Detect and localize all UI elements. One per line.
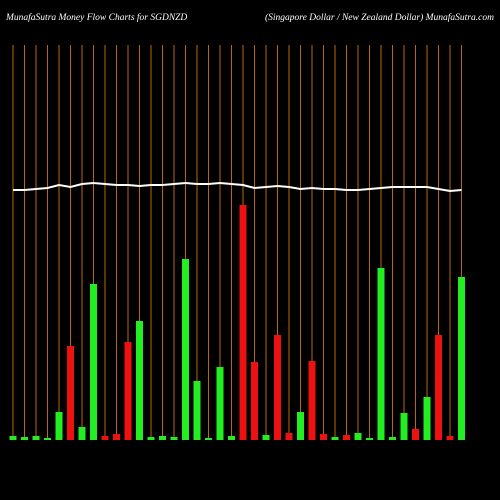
bar [78, 427, 86, 440]
chart-title: MunafaSutra Money Flow Charts for SGDNZD [5, 12, 187, 23]
bar [228, 436, 235, 440]
bar [446, 436, 454, 440]
bar [124, 342, 132, 440]
bar [55, 412, 63, 440]
bar [412, 429, 419, 440]
chart-subtitle: (Singapore Dollar / New Zealand Dollar) … [265, 12, 494, 23]
bar [274, 335, 281, 440]
bar [182, 259, 189, 440]
bar [297, 412, 304, 440]
bar [285, 433, 293, 440]
bar [136, 321, 143, 440]
bar [193, 381, 201, 440]
bar [458, 277, 465, 440]
bar [251, 362, 258, 440]
bar [308, 361, 316, 440]
bar [101, 436, 109, 440]
bar [67, 346, 74, 440]
bar [377, 268, 385, 440]
bar [331, 437, 339, 440]
bar [9, 436, 17, 440]
bar [239, 205, 247, 440]
bar [205, 438, 212, 440]
bar [170, 437, 178, 440]
bar [21, 437, 28, 440]
line [13, 181, 462, 193]
bar [354, 433, 362, 440]
bar [147, 437, 155, 440]
bar [389, 437, 396, 440]
bar [435, 335, 442, 440]
bar [423, 397, 431, 440]
bar [320, 434, 327, 440]
bar [113, 434, 120, 440]
bar [400, 413, 408, 440]
bar [90, 284, 97, 440]
bar [159, 436, 166, 440]
bar [32, 436, 40, 440]
bar [44, 438, 51, 440]
bar [343, 435, 350, 440]
bar [216, 367, 224, 440]
bar [262, 435, 270, 440]
bar [366, 438, 373, 440]
